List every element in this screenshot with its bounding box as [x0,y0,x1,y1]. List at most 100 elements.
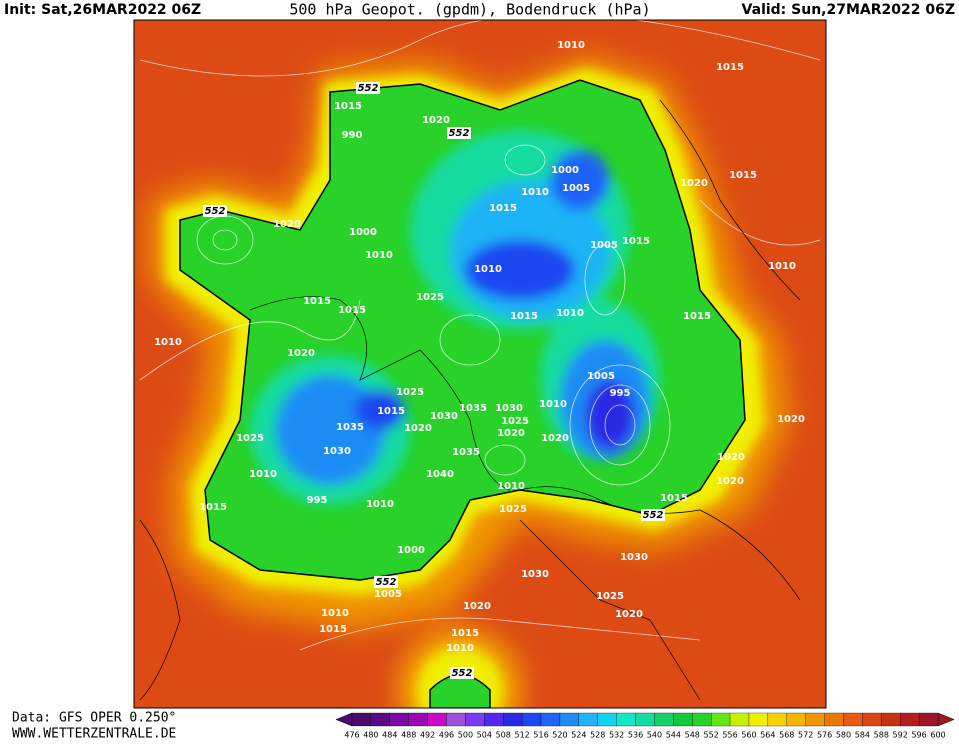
colorbar-label: 504 [477,731,492,740]
contour-label: 1010 [521,187,549,198]
contour-label: 1015 [510,311,538,322]
contour-label: 1015 [334,101,362,112]
colorbar-swatch [805,712,825,727]
colorbar-label: 580 [836,731,851,740]
colorbar-label: 548 [685,731,700,740]
colorbar-swatch [748,712,769,727]
colorbar-arrow-high [937,712,955,727]
colorbar-swatch [559,712,579,727]
contour-label: 1030 [521,569,549,580]
contour-label-box [447,127,471,139]
colorbar-swatch [503,712,523,727]
init-time: Init: Sat,26MAR2022 06Z [4,2,201,18]
contour-label: 1000 [397,545,425,556]
contour-label: 1010 [557,40,585,51]
colorbar-swatch [540,712,561,727]
contour-label: 1025 [416,292,444,303]
contour-label: 1025 [236,433,264,444]
contour-label: 1005 [590,240,618,251]
website: WWW.WETTERZENTRALE.DE [12,727,176,742]
colorbar-label: 572 [798,731,813,740]
colorbar-label: 584 [855,731,870,740]
contour-label-box [450,667,474,679]
valid-time: Valid: Sun,27MAR2022 06Z [742,2,955,18]
contour-label: 1010 [249,469,277,480]
colorbar-swatch [521,712,542,727]
colorbar-label: 520 [552,731,567,740]
contour-label: 552 [376,577,397,588]
colorbar-swatch [918,712,939,727]
colorbar-swatch [578,712,598,727]
contour-label: 1010 [365,250,393,261]
colorbar-swatch [616,712,636,727]
contour-label: 552 [449,128,470,139]
colorbar-swatch [843,712,863,727]
colorbar-swatch [484,712,504,727]
contour-label-box [203,205,227,217]
colorbar-label: 536 [628,731,643,740]
contour-label: 1010 [154,337,182,348]
contour-label: 552 [205,206,226,217]
colorbar-swatch [692,712,712,727]
contour-label: 552 [452,668,473,679]
contour-label-box [641,509,665,521]
contour-label: 1020 [541,433,569,444]
colorbar-label: 508 [496,731,511,740]
contour-label: 1020 [422,115,450,126]
colorbar-swatch [654,712,674,727]
map-frame [133,19,827,709]
contour-label: 1020 [497,428,525,439]
contour-label: 1010 [497,481,525,492]
colorbar-swatch [427,712,447,727]
contour-label: 1020 [273,219,301,230]
contour-label: 1015 [338,305,366,316]
colorbar-swatch [370,712,390,727]
colorbar-swatch [862,712,882,727]
contour-label: 1020 [615,609,643,620]
colorbar-label: 528 [590,731,605,740]
contour-label: 1005 [374,589,402,600]
contour-label: 1015 [303,296,331,307]
contour-label-box [374,576,398,588]
contour-label: 552 [358,83,379,94]
colorbar-swatch [635,712,655,727]
colorbar-swatch [597,712,617,727]
colorbar-swatch [351,712,372,727]
contour-label: 1010 [556,308,584,319]
contour-label: 1005 [587,371,615,382]
colorbar-arrow-low [335,712,353,727]
colorbar-swatch [408,712,428,727]
colorbar-label: 476 [344,731,359,740]
contour-label: 1015 [660,493,688,504]
colorbar-label: 544 [666,731,681,740]
colorbar-swatch [729,712,750,727]
contour-label: 1015 [451,628,479,639]
contour-label: 1025 [396,387,424,398]
data-source: Data: GFS OPER 0.250° [12,711,176,726]
contour-label: 1010 [539,399,567,410]
colorbar-label: 592 [893,731,908,740]
contour-label: 1035 [452,447,480,458]
contour-label: 1020 [716,476,744,487]
contour-label: 1020 [717,452,745,463]
colorbar-label: 512 [514,731,529,740]
colorbar-swatch [824,712,844,727]
contour-label: 1015 [622,236,650,247]
contour-label: 1015 [729,170,757,181]
contour-label: 1010 [321,608,349,619]
contour-label: 1000 [349,227,377,238]
colorbar-label: 552 [704,731,719,740]
colorbar-label: 564 [760,731,775,740]
contour-label: 1015 [199,502,227,513]
map-title: 500 hPa Geopot. (gpdm), Bodendruck (hPa) [289,1,650,19]
contour-label: 1020 [680,178,708,189]
colorbar-label: 500 [458,731,473,740]
colorbar-swatch [446,712,466,727]
colorbar-label: 540 [647,731,662,740]
contour-label: 1005 [562,183,590,194]
colorbar-swatch [786,712,806,727]
contour-label: 1020 [287,348,315,359]
colorbar-swatch [673,712,693,727]
contour-label: 1015 [489,203,517,214]
